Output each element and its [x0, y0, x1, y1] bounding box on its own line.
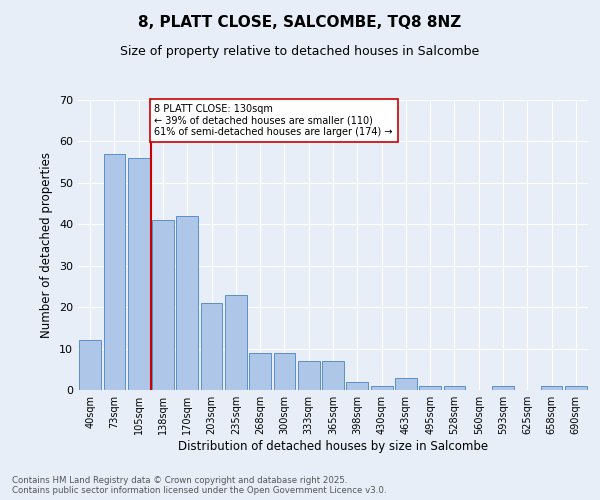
Text: Size of property relative to detached houses in Salcombe: Size of property relative to detached ho…	[121, 45, 479, 58]
Bar	[565, 386, 587, 390]
Bar	[152, 220, 174, 390]
Bar	[371, 386, 392, 390]
Bar	[492, 386, 514, 390]
Bar	[274, 352, 295, 390]
Bar	[298, 361, 320, 390]
Bar	[79, 340, 101, 390]
Text: 8 PLATT CLOSE: 130sqm
← 39% of detached houses are smaller (110)
61% of semi-det: 8 PLATT CLOSE: 130sqm ← 39% of detached …	[155, 104, 393, 138]
Bar	[200, 303, 223, 390]
Bar	[128, 158, 149, 390]
Bar	[541, 386, 562, 390]
Bar	[104, 154, 125, 390]
Bar	[419, 386, 441, 390]
Bar	[443, 386, 466, 390]
Bar	[346, 382, 368, 390]
Bar	[322, 361, 344, 390]
Bar	[395, 378, 417, 390]
Bar	[249, 352, 271, 390]
Y-axis label: Number of detached properties: Number of detached properties	[40, 152, 53, 338]
Bar	[176, 216, 198, 390]
Text: 8, PLATT CLOSE, SALCOMBE, TQ8 8NZ: 8, PLATT CLOSE, SALCOMBE, TQ8 8NZ	[139, 15, 461, 30]
X-axis label: Distribution of detached houses by size in Salcombe: Distribution of detached houses by size …	[178, 440, 488, 453]
Text: Contains HM Land Registry data © Crown copyright and database right 2025.
Contai: Contains HM Land Registry data © Crown c…	[12, 476, 386, 495]
Bar	[225, 294, 247, 390]
